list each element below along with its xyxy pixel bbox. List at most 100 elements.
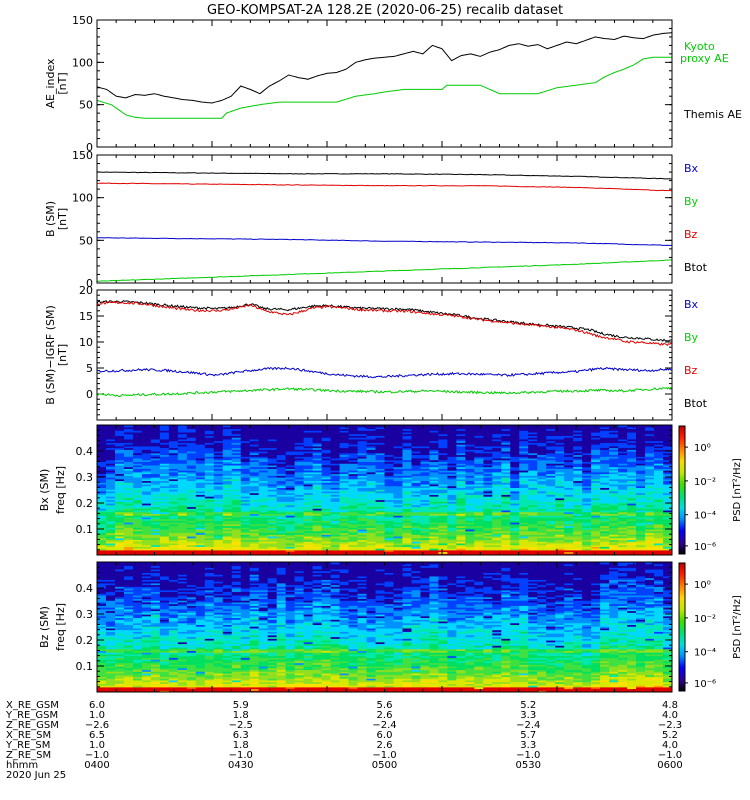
psd-cell [528, 447, 538, 450]
psd-cell [222, 435, 233, 438]
psd-cell [303, 485, 314, 488]
psd-cell [384, 522, 395, 525]
psd-cell [546, 483, 556, 487]
psd-cell [150, 482, 161, 485]
psd-cell [240, 548, 251, 551]
psd-cell [636, 478, 646, 482]
psd-cell [231, 530, 242, 534]
psd-cell [582, 501, 592, 504]
psd-cell [204, 433, 215, 436]
psd-cell [492, 461, 502, 464]
psd-cell [375, 529, 386, 532]
psd-cell [564, 430, 574, 433]
psd-cell [123, 445, 134, 449]
psd-cell [321, 445, 332, 449]
psd-cell [420, 541, 431, 544]
psd-cell [123, 516, 134, 520]
psd-cell [258, 468, 269, 471]
psd-cell [114, 544, 125, 547]
psd-cell [177, 430, 188, 433]
psd-cell [312, 551, 323, 554]
psd-cell [258, 549, 269, 553]
psd-cell [627, 440, 637, 443]
psd-cell [519, 456, 529, 459]
psd-cell [159, 447, 170, 450]
psd-cell [177, 553, 188, 555]
psd-cell [177, 487, 188, 490]
psd-cell [555, 444, 565, 447]
psd-cell [231, 534, 242, 537]
psd-cell [330, 504, 341, 508]
psd-cell [456, 428, 466, 431]
psd-cell [231, 475, 242, 478]
psd-cell [294, 503, 305, 506]
psd-cell [465, 437, 475, 440]
psd-cell [519, 447, 529, 450]
psd-cell [375, 527, 386, 530]
psd-cell [240, 520, 251, 523]
psd-cell [267, 437, 278, 440]
psd-cell [312, 466, 323, 469]
psd-cell [213, 535, 224, 539]
psd-cell [600, 525, 610, 528]
psd-cell [456, 544, 466, 547]
psd-cell [510, 444, 520, 447]
psd-cell [618, 535, 628, 539]
psd-cell [438, 523, 448, 527]
psd-cell [564, 487, 574, 490]
psd-cell [231, 461, 242, 464]
psd-cell [393, 497, 404, 501]
psd-cell [420, 478, 431, 482]
psd-cell [141, 532, 152, 535]
psd-cell [438, 473, 448, 476]
psd-cell [555, 428, 565, 431]
psd-cell [348, 529, 359, 532]
psd-cell [105, 473, 116, 476]
psd-cell [105, 449, 116, 452]
psd-cell [114, 442, 125, 445]
psd-cell [321, 499, 332, 502]
psd-cell [330, 546, 341, 549]
psd-cell [321, 544, 332, 547]
psd-cell [582, 440, 592, 443]
psd-cell [573, 468, 583, 471]
psd-cell [285, 534, 296, 537]
series-by [96, 259, 673, 282]
psd-cell [600, 541, 610, 544]
psd-cell [510, 477, 520, 480]
psd-cell [231, 522, 242, 525]
psd-cell [438, 464, 448, 468]
psd-cell [231, 442, 242, 445]
psd-cell [564, 549, 574, 553]
psd-cell [357, 437, 368, 440]
psd-cell [258, 485, 269, 488]
psd-cell [240, 447, 251, 450]
psd-cell [357, 431, 368, 435]
psd-cell [285, 508, 296, 511]
psd-cell [465, 464, 475, 468]
psd-cell [474, 489, 484, 492]
legend-bz: Bz [684, 364, 698, 377]
psd-cell [321, 480, 332, 483]
psd-cell [393, 523, 404, 527]
psd-cell [591, 503, 601, 506]
psd-cell [168, 494, 179, 497]
psd-cell [411, 492, 422, 495]
psd-cell [447, 461, 457, 464]
psd-cell [97, 466, 107, 469]
psd-cell [492, 478, 502, 482]
psd-cell [285, 499, 296, 502]
psd-cell [456, 483, 466, 487]
psd-cell [258, 452, 269, 456]
psd-cell [132, 478, 143, 482]
psd-cell [186, 487, 197, 490]
psd-cell [636, 457, 646, 461]
psd-cell [537, 457, 547, 461]
psd-cell [573, 473, 583, 476]
psd-cell [609, 504, 619, 508]
psd-cell [375, 544, 386, 547]
psd-cell [474, 513, 484, 516]
psd-cell [177, 482, 188, 485]
psd-cell [465, 539, 475, 542]
psd-cell [528, 490, 538, 494]
